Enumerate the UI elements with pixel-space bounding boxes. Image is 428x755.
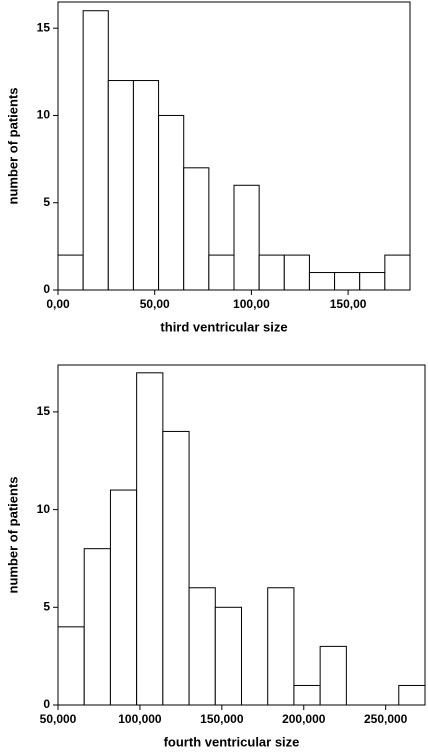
bar [188, 587, 216, 706]
bar [308, 272, 336, 291]
bar [82, 10, 109, 291]
x-tick-label: 250,000 [364, 712, 408, 726]
bar [359, 272, 386, 291]
bar [233, 184, 260, 291]
x-axis-title: third ventricular size [160, 319, 287, 334]
y-tick-label: 15 [37, 404, 51, 418]
x-tick-label: 200,000 [282, 712, 326, 726]
bar [109, 489, 138, 706]
plot-frame [57, 364, 426, 706]
x-tick-label: 50,000 [40, 712, 77, 726]
y-tick-label: 0 [43, 282, 50, 296]
y-axis-title: number of patients [5, 87, 20, 204]
bar [107, 80, 134, 291]
y-tick-label: 0 [43, 697, 50, 711]
x-tick-label: 150,00 [330, 297, 367, 311]
bar [334, 272, 361, 291]
bar [158, 114, 185, 291]
bar [83, 548, 111, 706]
bar [162, 430, 190, 706]
x-tick-label: 50,00 [140, 297, 170, 311]
bar [283, 254, 310, 291]
x-tick-label: 100,000 [118, 712, 162, 726]
bar [57, 254, 84, 291]
bar [208, 254, 235, 291]
bar [319, 645, 347, 706]
x-tick-label: 150,000 [200, 712, 244, 726]
y-axis-title: number of patients [5, 476, 20, 593]
bar [183, 167, 210, 291]
bar [132, 80, 160, 291]
plot-frame [57, 1, 411, 291]
y-tick-label: 5 [43, 195, 50, 209]
bar [258, 254, 285, 291]
bar [57, 626, 85, 706]
x-axis-title: fourth ventricular size [164, 734, 300, 749]
bar [214, 606, 243, 706]
y-tick-label: 5 [43, 599, 50, 613]
bar [267, 587, 295, 706]
bar [398, 684, 426, 706]
bar [384, 254, 411, 291]
y-tick-label: 10 [37, 108, 51, 122]
bar [293, 684, 321, 706]
x-tick-label: 0,00 [46, 297, 70, 311]
y-tick-label: 10 [37, 502, 51, 516]
bar [136, 372, 164, 706]
x-tick-label: 100,00 [233, 297, 270, 311]
y-tick-label: 15 [37, 20, 51, 34]
